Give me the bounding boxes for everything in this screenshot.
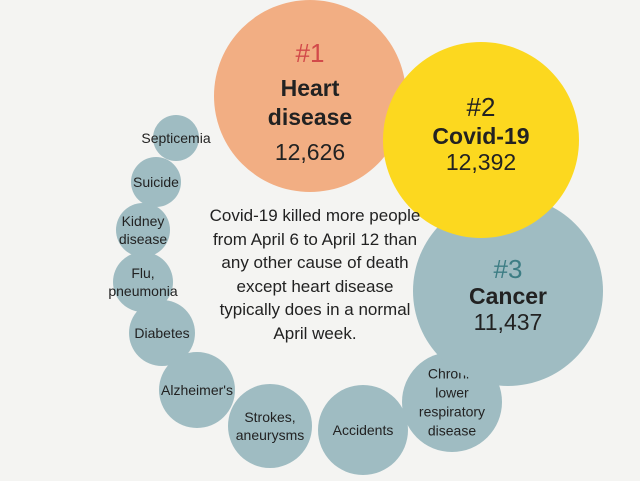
- bubble-label-septicemia: Septicemia: [141, 130, 210, 146]
- bubble-label-chronic-lower-respiratory-disease: respiratory: [419, 404, 485, 420]
- chart-note: Covid-19 killed more people from April 6…: [209, 206, 421, 343]
- bubble-circle-kidney-disease: [116, 203, 170, 257]
- death-count-heart-disease: 12,626: [275, 139, 345, 165]
- bubble-label-strokes-aneurysms: Strokes,: [244, 409, 295, 425]
- bubble-heart-disease: #1 Heart disease 12,626: [214, 0, 406, 192]
- bubble-circle-heart-disease: [214, 0, 406, 192]
- rank-label-covid-19: #2: [467, 92, 496, 122]
- cause-name-heart-disease: Heart: [281, 75, 340, 101]
- bubble-flu-pneumonia: Flu, pneumonia: [108, 252, 178, 312]
- cause-name-heart-disease: disease: [268, 104, 352, 130]
- bubble-septicemia: Septicemia: [141, 115, 211, 161]
- bubble-label-suicide: Suicide: [133, 174, 179, 190]
- bubble-diabetes: Diabetes: [129, 300, 195, 366]
- cause-name-covid-19: Covid-19: [432, 123, 529, 149]
- bubble-label-accidents: Accidents: [333, 422, 394, 438]
- bubble-circle-suicide: [131, 157, 181, 207]
- bubble-label-kidney-disease: Kidney: [122, 213, 165, 229]
- bubble-circle-cancer: [413, 196, 603, 386]
- bubble-circle-covid-19: [383, 42, 579, 238]
- bubble-label-strokes-aneurysms: aneurysms: [236, 427, 304, 443]
- rank-label-heart-disease: #1: [296, 38, 325, 68]
- bubble-circle-accidents: [318, 385, 408, 475]
- bubble-label-flu-pneumonia: Flu,: [131, 265, 154, 281]
- bubble-label-chronic-lower-respiratory-disease: lower: [435, 385, 469, 401]
- bubble-label-kidney-disease: disease: [119, 231, 167, 247]
- bubble-label-flu-pneumonia: pneumonia: [108, 283, 177, 299]
- rank-label-cancer: #3: [494, 254, 523, 284]
- bubble-circle-septicemia: [153, 115, 199, 161]
- bubble-circle-strokes-aneurysms: [228, 384, 312, 468]
- bubble-kidney-disease: Kidney disease: [116, 203, 170, 257]
- bubble-circle-alzheimer-s: [159, 352, 235, 428]
- bubble-accidents: Accidents: [318, 385, 408, 475]
- bubble-alzheimer-s: Alzheimer's: [159, 352, 235, 428]
- bubble-circle-flu-pneumonia: [113, 252, 173, 312]
- bubble-strokes-aneurysms: Strokes, aneurysms: [228, 384, 312, 468]
- death-count-cancer: 11,437: [474, 309, 543, 335]
- bubble-label-diabetes: Diabetes: [134, 325, 189, 341]
- bubble-circle-diabetes: [129, 300, 195, 366]
- bubble-suicide: Suicide: [131, 157, 181, 207]
- bubble-label-chronic-lower-respiratory-disease: disease: [428, 423, 476, 439]
- bubble-label-alzheimer-s: Alzheimer's: [161, 382, 233, 398]
- cause-name-cancer: Cancer: [469, 283, 547, 309]
- death-count-covid-19: 12,392: [446, 149, 516, 175]
